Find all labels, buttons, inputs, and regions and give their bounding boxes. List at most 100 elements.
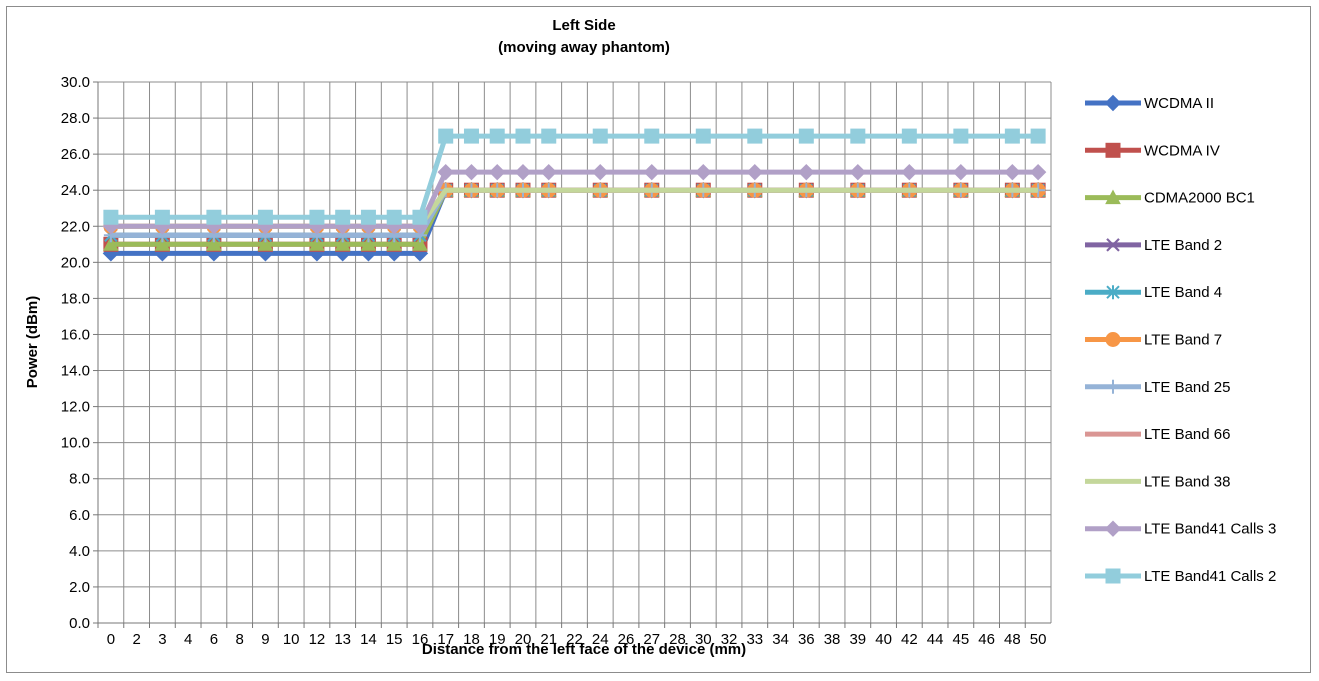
- data-point: [798, 163, 815, 181]
- legend-label: LTE Band 2: [1144, 237, 1222, 254]
- plot-grid: [97, 81, 1052, 624]
- y-tick-label: 16.0: [61, 326, 90, 343]
- legend-label: LTE Band 25: [1144, 379, 1230, 396]
- y-tick-label: 30.0: [61, 74, 90, 91]
- y-tick-label: 18.0: [61, 290, 90, 307]
- y-tick-label: 22.0: [61, 218, 90, 235]
- y-tick-label: 12.0: [61, 399, 90, 416]
- series-lte-band41-calls-2: [103, 128, 1046, 225]
- x-axis-ticks: 0 2 3 4 6 8 9 10 12 13 14 15 16 17 18 19 20 21 22 24 26 27 28 3…: [97, 623, 1047, 648]
- legend-label: LTE Band41 Calls 2: [1144, 568, 1276, 585]
- x-tick-label: 9: [261, 631, 269, 648]
- legend-item: LTE Band41 Calls 2: [1085, 568, 1276, 585]
- x-tick-label: 36: [798, 631, 815, 648]
- data-point: [1004, 128, 1020, 144]
- data-point: [206, 236, 222, 251]
- plot-area: [98, 82, 1051, 623]
- data-point: [540, 163, 557, 181]
- data-point: [154, 236, 171, 251]
- x-tick-label: 12: [309, 631, 326, 648]
- series-line: [110, 133, 1039, 220]
- y-tick-label: 28.0: [61, 110, 90, 127]
- data-point: [154, 209, 170, 225]
- legend-marker: [1106, 238, 1120, 252]
- x-tick-label: 18: [463, 631, 480, 648]
- data-point: [335, 209, 351, 225]
- x-tick-label: 40: [875, 631, 892, 648]
- y-axis-label: Power (dBm): [24, 296, 41, 389]
- data-point: [334, 236, 351, 251]
- y-tick-label: 8.0: [69, 471, 90, 488]
- data-point: [438, 128, 454, 144]
- x-axis-label: Distance from the left face of the devic…: [422, 641, 746, 658]
- data-point: [541, 128, 557, 144]
- data-point: [695, 163, 712, 181]
- data-point: [463, 128, 479, 144]
- x-tick-label: 42: [901, 631, 918, 648]
- chart-title: Left Side (moving away phantom): [498, 17, 670, 56]
- legend-marker: [1104, 520, 1122, 537]
- legend-item: LTE Band 7: [1085, 332, 1222, 349]
- data-point: [412, 236, 428, 251]
- legend-item: LTE Band41 Calls 3: [1085, 520, 1276, 538]
- x-tick-label: 15: [386, 631, 403, 648]
- data-point: [515, 128, 531, 144]
- x-tick-label: 8: [235, 631, 243, 648]
- data-point: [514, 163, 532, 181]
- x-tick-label: 19: [489, 631, 506, 648]
- legend-item: WCDMA IV: [1085, 142, 1220, 159]
- x-tick-label: 45: [953, 631, 970, 648]
- y-tick-label: 14.0: [61, 363, 90, 380]
- data-point: [850, 128, 866, 144]
- x-tick-label: 50: [1030, 631, 1047, 648]
- data-point: [412, 209, 428, 225]
- data-point: [206, 209, 222, 225]
- x-tick-label: 22: [566, 631, 583, 648]
- data-point: [437, 163, 454, 181]
- y-tick-label: 6.0: [69, 507, 90, 524]
- y-tick-label: 2.0: [69, 579, 90, 596]
- legend-marker: [1106, 379, 1120, 394]
- data-point: [386, 236, 403, 251]
- chart-title-line-2: (moving away phantom): [498, 39, 670, 56]
- data-point: [746, 163, 764, 181]
- x-tick-label: 38: [824, 631, 841, 648]
- legend-label: WCDMA IV: [1144, 142, 1220, 159]
- data-point: [644, 128, 660, 144]
- data-point: [489, 128, 505, 144]
- data-point: [1030, 128, 1046, 144]
- legend-label: WCDMA II: [1144, 95, 1214, 112]
- legend-marker: [1105, 142, 1121, 158]
- data-point: [849, 163, 867, 181]
- data-point: [360, 209, 376, 225]
- y-tick-label: 24.0: [61, 182, 90, 199]
- x-tick-label: 30: [695, 631, 712, 648]
- x-tick-label: 33: [746, 631, 763, 648]
- x-tick-label: 13: [334, 631, 351, 648]
- legend-label: LTE Band 66: [1144, 426, 1230, 443]
- legend-item: LTE Band 4: [1085, 284, 1222, 301]
- x-tick-label: 20: [515, 631, 532, 648]
- x-tick-label: 6: [210, 631, 218, 648]
- x-tick-label: 46: [978, 631, 995, 648]
- data-point: [747, 128, 763, 144]
- legend: WCDMA II WCDMA IV CDMA2000 BC1 LTE Band 2 LT…: [1085, 94, 1276, 585]
- legend-label: LTE Band 7: [1144, 332, 1222, 349]
- legend-label: LTE Band41 Calls 3: [1144, 521, 1276, 538]
- x-tick-label: 34: [772, 631, 789, 648]
- legend-item: LTE Band 25: [1085, 379, 1230, 396]
- data-point: [798, 128, 814, 144]
- legend-label: LTE Band 4: [1144, 284, 1222, 301]
- legend-label: LTE Band 38: [1144, 473, 1230, 490]
- x-tick-label: 28: [669, 631, 686, 648]
- y-tick-label: 26.0: [61, 146, 90, 163]
- x-tick-label: 2: [132, 631, 140, 648]
- data-point: [952, 163, 970, 181]
- data-point: [309, 236, 325, 251]
- x-tick-label: 32: [721, 631, 738, 648]
- data-point: [592, 163, 609, 181]
- data-point: [309, 209, 325, 225]
- y-tick-label: 10.0: [61, 435, 90, 452]
- legend-marker: [1105, 568, 1121, 584]
